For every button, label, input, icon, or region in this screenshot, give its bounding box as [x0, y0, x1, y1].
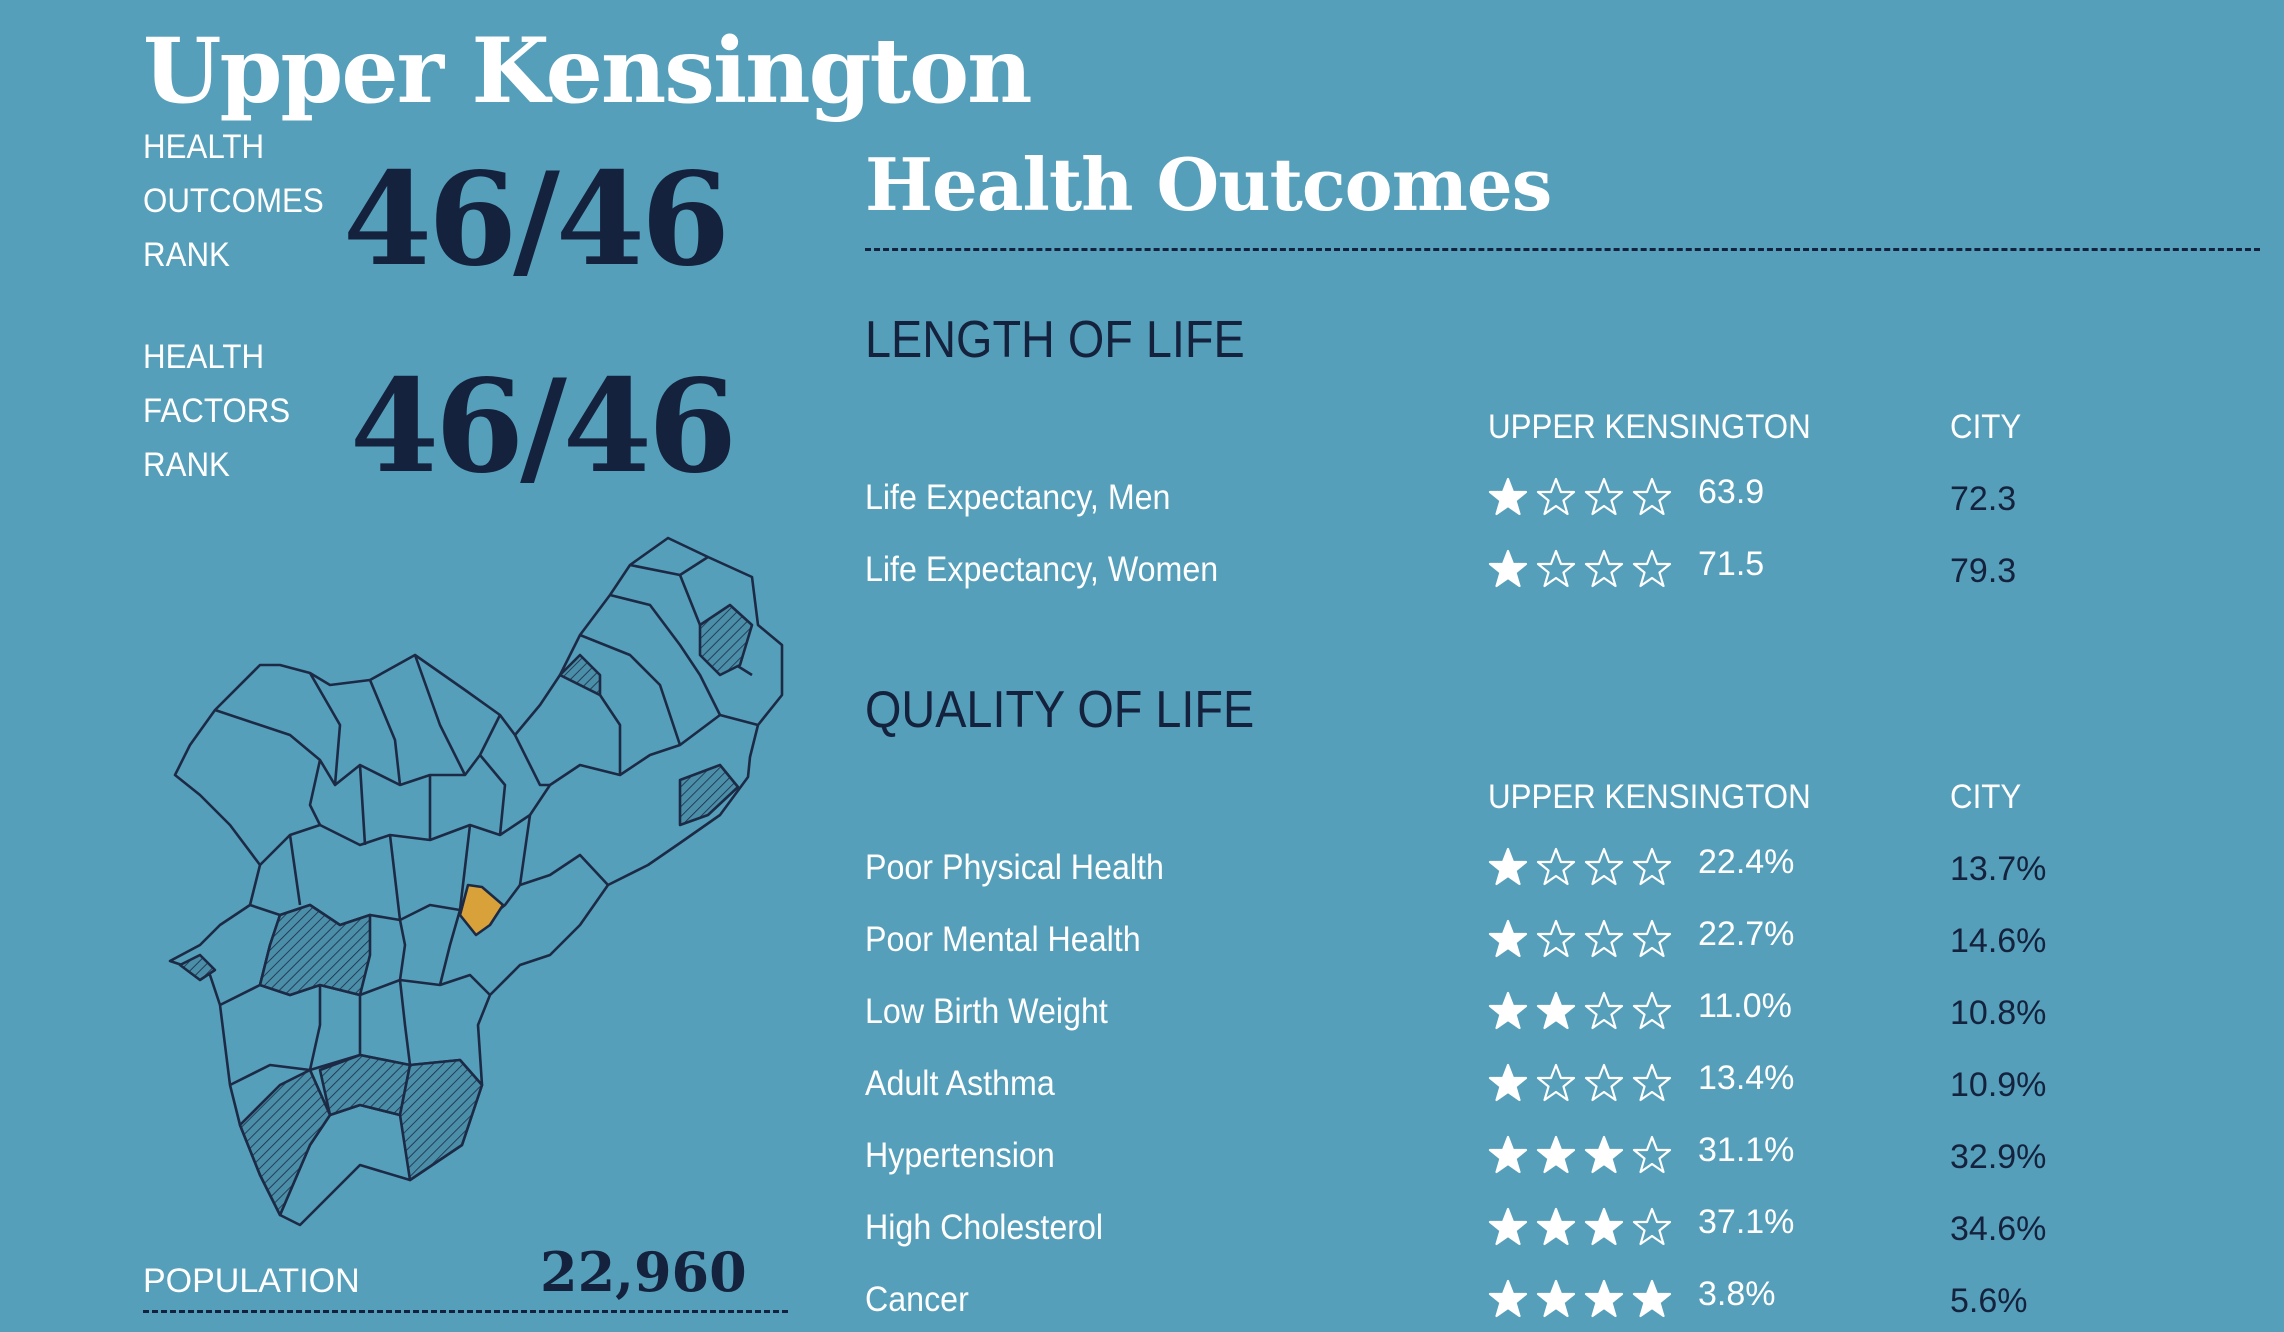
- star-filled-icon: [1536, 1135, 1576, 1174]
- star-outline-icon: [1632, 919, 1672, 958]
- star-outline-icon: [1584, 919, 1624, 958]
- star-filled-icon: [1584, 1207, 1624, 1246]
- rank-label-line: OUTCOMES: [143, 182, 324, 220]
- star-outline-icon: [1584, 847, 1624, 886]
- length-of-life-heading: LENGTH OF LIFE: [865, 311, 1245, 369]
- star-filled-icon: [1488, 991, 1528, 1030]
- highlighted-neighborhood: [458, 883, 505, 937]
- star-outline-icon: [1536, 549, 1576, 588]
- star-rating: [1488, 991, 1672, 1031]
- star-rating: [1488, 1135, 1672, 1175]
- row-label: Cancer: [865, 1280, 969, 1319]
- star-outline-icon: [1632, 477, 1672, 516]
- city-value: 79.3: [1950, 552, 2017, 590]
- star-rating: [1488, 1279, 1672, 1319]
- star-outline-icon: [1536, 847, 1576, 886]
- quality-of-life-heading: QUALITY OF LIFE: [865, 681, 1255, 739]
- star-filled-icon: [1488, 549, 1528, 588]
- star-filled-icon: [1488, 1135, 1528, 1174]
- population-divider: [143, 1310, 788, 1313]
- star-outline-icon: [1584, 477, 1624, 516]
- city-value: 14.6%: [1950, 922, 2047, 960]
- health-factors-rank-label: HEALTH FACTORS RANK: [143, 330, 290, 492]
- star-outline-icon: [1632, 1135, 1672, 1174]
- city-map: [168, 536, 784, 1227]
- city-value: 72.3: [1950, 480, 2017, 518]
- area-value: 11.0%: [1698, 987, 1792, 1025]
- city-outline: [168, 536, 784, 1227]
- section-divider: [865, 248, 2260, 251]
- neighborhood-title: Upper Kensington: [143, 18, 1033, 124]
- star-outline-icon: [1632, 549, 1672, 588]
- star-rating: [1488, 1063, 1672, 1103]
- star-outline-icon: [1584, 991, 1624, 1030]
- row-label: Poor Mental Health: [865, 920, 1141, 959]
- city-value: 32.9%: [1950, 1138, 2047, 1176]
- column-header-city: CITY: [1950, 408, 2022, 446]
- column-header-area: UPPER KENSINGTON: [1488, 408, 1811, 446]
- health-factors-rank-value: 46/46: [350, 352, 737, 502]
- star-outline-icon: [1536, 1063, 1576, 1102]
- star-filled-icon: [1488, 1207, 1528, 1246]
- star-filled-icon: [1536, 1279, 1576, 1318]
- rank-label-line: RANK: [143, 236, 230, 274]
- rank-label-line: RANK: [143, 446, 230, 484]
- rank-label-line: FACTORS: [143, 392, 291, 430]
- star-filled-icon: [1584, 1135, 1624, 1174]
- row-label: Poor Physical Health: [865, 848, 1164, 887]
- star-rating: [1488, 549, 1672, 589]
- star-filled-icon: [1488, 1063, 1528, 1102]
- area-value: 63.9: [1698, 473, 1765, 511]
- city-value: 13.7%: [1950, 850, 2047, 888]
- row-label: Life Expectancy, Men: [865, 478, 1171, 517]
- health-outcomes-rank-value: 46/46: [343, 145, 730, 295]
- row-label: High Cholesterol: [865, 1208, 1104, 1247]
- row-label: Adult Asthma: [865, 1064, 1055, 1103]
- star-filled-icon: [1584, 1279, 1624, 1318]
- city-value: 10.8%: [1950, 994, 2047, 1032]
- row-label: Hypertension: [865, 1136, 1055, 1175]
- star-outline-icon: [1632, 1207, 1672, 1246]
- star-outline-icon: [1632, 847, 1672, 886]
- rank-label-line: HEALTH: [143, 338, 265, 376]
- population-label: POPULATION: [143, 1262, 360, 1300]
- rank-label-line: HEALTH: [143, 128, 265, 166]
- area-value: 3.8%: [1698, 1275, 1776, 1313]
- row-label: Low Birth Weight: [865, 992, 1108, 1031]
- column-header-area: UPPER KENSINGTON: [1488, 778, 1811, 816]
- star-outline-icon: [1536, 477, 1576, 516]
- area-value: 71.5: [1698, 545, 1765, 583]
- area-value: 22.4%: [1698, 843, 1795, 881]
- area-value: 37.1%: [1698, 1203, 1795, 1241]
- area-value: 13.4%: [1698, 1059, 1795, 1097]
- star-filled-icon: [1488, 847, 1528, 886]
- star-outline-icon: [1584, 1063, 1624, 1102]
- star-outline-icon: [1536, 919, 1576, 958]
- star-filled-icon: [1632, 1279, 1672, 1318]
- star-filled-icon: [1536, 991, 1576, 1030]
- population-value: 22,960: [540, 1240, 747, 1304]
- star-rating: [1488, 847, 1672, 887]
- star-filled-icon: [1488, 1279, 1528, 1318]
- star-filled-icon: [1488, 919, 1528, 958]
- star-outline-icon: [1632, 991, 1672, 1030]
- star-filled-icon: [1488, 477, 1528, 516]
- city-value: 34.6%: [1950, 1210, 2047, 1248]
- star-filled-icon: [1536, 1207, 1576, 1246]
- star-outline-icon: [1632, 1063, 1672, 1102]
- star-rating: [1488, 477, 1672, 517]
- area-value: 22.7%: [1698, 915, 1795, 953]
- health-outcomes-rank-label: HEALTH OUTCOMES RANK: [143, 120, 324, 282]
- star-rating: [1488, 1207, 1672, 1247]
- section-title: Health Outcomes: [865, 142, 1552, 227]
- row-label: Life Expectancy, Women: [865, 550, 1219, 589]
- star-rating: [1488, 919, 1672, 959]
- city-value: 5.6%: [1950, 1282, 2028, 1320]
- column-header-city: CITY: [1950, 778, 2022, 816]
- star-outline-icon: [1584, 549, 1624, 588]
- area-value: 31.1%: [1698, 1131, 1795, 1169]
- city-value: 10.9%: [1950, 1066, 2047, 1104]
